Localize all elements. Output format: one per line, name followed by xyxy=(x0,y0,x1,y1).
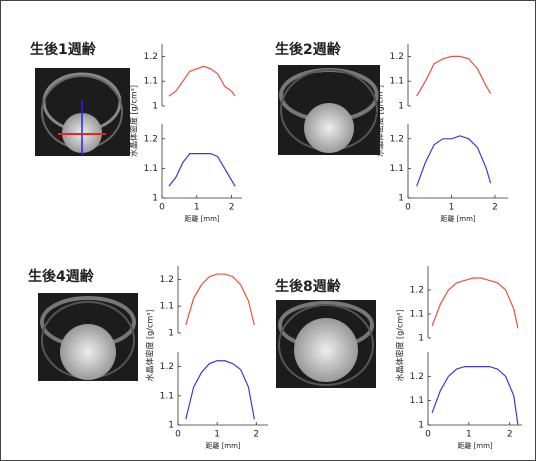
y-tick-label: 1.2 xyxy=(390,134,404,144)
y-tick-label: 1.1 xyxy=(410,396,424,406)
x-axis-label: 距離 [mm] xyxy=(457,441,493,450)
x-tick-label: 0 xyxy=(425,430,431,440)
y-tick-label: 1 xyxy=(168,421,174,431)
y-tick-label: 1.2 xyxy=(410,286,424,296)
y-tick-label: 1.1 xyxy=(160,302,174,312)
lens-image xyxy=(35,68,130,156)
panel-title: 生後8週齢 xyxy=(275,278,342,295)
x-axis-label: 距離 [mm] xyxy=(205,441,241,450)
panel-title: 生後4週齢 xyxy=(28,268,95,285)
x-tick-label: 0 xyxy=(405,203,411,213)
y-tick-label: 1 xyxy=(398,194,404,204)
y-tick-label: 1.1 xyxy=(410,310,424,320)
x-tick-label: 2 xyxy=(229,203,235,213)
y-tick-label: 1 xyxy=(152,102,158,112)
y-tick-label: 1.1 xyxy=(160,391,174,401)
x-tick-label: 1 xyxy=(194,203,200,213)
y-tick-label: 1.2 xyxy=(144,52,158,62)
y-tick-label: 1.2 xyxy=(160,275,174,285)
y-tick-label: 1 xyxy=(398,102,404,112)
y-tick-label: 1 xyxy=(418,334,424,344)
y-axis-label: 水晶体密度 [g/cm³] xyxy=(129,85,139,157)
panel-title: 生後2週齢 xyxy=(275,41,342,58)
x-tick-label: 2 xyxy=(507,430,513,440)
y-axis-label: 水晶体密度 [g/cm³] xyxy=(145,310,155,382)
lens-image xyxy=(38,293,138,381)
x-axis-label: 距離 [mm] xyxy=(184,214,220,223)
y-tick-label: 1 xyxy=(418,421,424,431)
lens-image xyxy=(276,300,376,388)
y-axis-label: 水晶体密度 [g/cm³] xyxy=(375,85,385,157)
y-tick-label: 1.1 xyxy=(144,164,158,174)
y-axis-label: 水晶体密度 [g/cm³] xyxy=(395,310,405,382)
x-tick-label: 2 xyxy=(253,430,259,440)
y-tick-label: 1 xyxy=(152,194,158,204)
x-axis-label: 距離 [mm] xyxy=(440,214,476,223)
y-tick-label: 1.1 xyxy=(144,77,158,87)
x-tick-label: 2 xyxy=(492,203,498,213)
x-tick-label: 1 xyxy=(449,203,455,213)
x-tick-label: 1 xyxy=(466,430,472,440)
y-tick-label: 1.2 xyxy=(390,52,404,62)
y-tick-label: 1.1 xyxy=(390,164,404,174)
x-tick-label: 0 xyxy=(175,430,181,440)
y-tick-label: 1.2 xyxy=(144,134,158,144)
x-tick-label: 1 xyxy=(214,430,220,440)
y-tick-label: 1.2 xyxy=(160,362,174,372)
lens-image xyxy=(278,65,380,155)
panel-title: 生後1週齢 xyxy=(30,41,97,58)
y-tick-label: 1.2 xyxy=(410,372,424,382)
y-tick-label: 1 xyxy=(168,329,174,339)
y-tick-label: 1.1 xyxy=(390,77,404,87)
x-tick-label: 0 xyxy=(159,203,165,213)
figure: 11.11.2生後1週齢水晶体密度 [g/cm³]11.11.2012距離 [m… xyxy=(0,0,536,461)
